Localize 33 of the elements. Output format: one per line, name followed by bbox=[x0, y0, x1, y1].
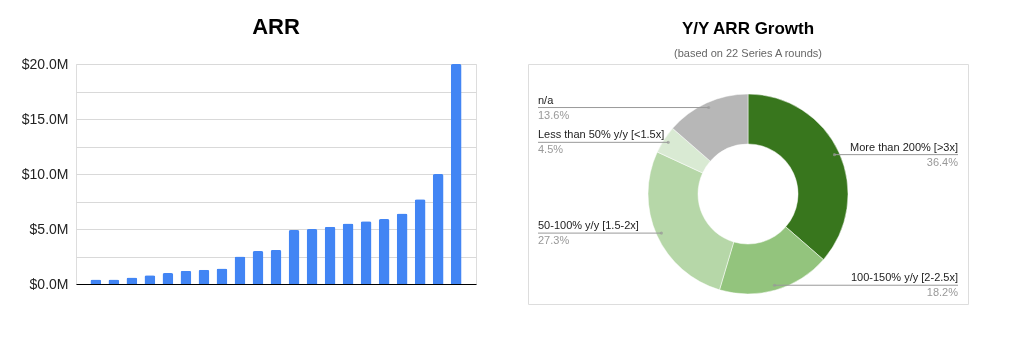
data-label: 13.6% bbox=[538, 108, 570, 121]
bar bbox=[270, 249, 282, 284]
bar bbox=[360, 221, 372, 284]
y-tick-label: $5.0M bbox=[29, 220, 69, 237]
bar bbox=[378, 219, 390, 284]
bar bbox=[288, 230, 300, 284]
y-tick-label: $15.0M bbox=[21, 110, 69, 127]
bar bbox=[234, 256, 246, 284]
slice-label: n/a bbox=[538, 93, 555, 106]
chart-title: Y/Y ARR Growth bbox=[681, 19, 815, 38]
bar bbox=[216, 268, 228, 284]
bar bbox=[252, 251, 264, 284]
data-label: 4.5% bbox=[538, 143, 564, 156]
slice-label: Less than 50% y/y [<1.5x] bbox=[538, 128, 665, 141]
y-tick-label: $0.0M bbox=[29, 275, 69, 292]
chart-subtitle: (based on 22 Series A rounds) bbox=[674, 47, 822, 59]
bar bbox=[396, 213, 408, 284]
bar bbox=[324, 226, 336, 284]
bar bbox=[180, 270, 192, 284]
slice-label: 100-150% y/y [2-2.5x] bbox=[850, 271, 958, 284]
chart-title: ARR bbox=[252, 14, 300, 39]
bar bbox=[450, 64, 462, 284]
data-label: 27.3% bbox=[538, 234, 570, 247]
bar bbox=[306, 229, 318, 284]
slice-label: More than 200% [>3x] bbox=[850, 140, 958, 153]
slice-label: 50-100% y/y [1.5-2x] bbox=[538, 219, 639, 232]
data-label: 18.2% bbox=[926, 286, 959, 299]
y-tick-label: $10.0M bbox=[21, 165, 69, 182]
data-label: 36.4% bbox=[926, 155, 959, 168]
bar bbox=[342, 223, 354, 284]
bar bbox=[432, 174, 444, 284]
y-tick-label: $20.0M bbox=[21, 55, 69, 72]
bar bbox=[414, 199, 426, 284]
